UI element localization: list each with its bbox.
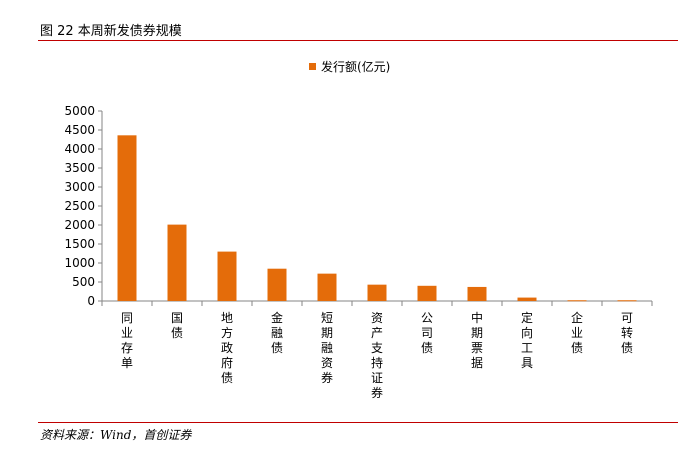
x-tick-label: 短期融资券 [321, 311, 333, 385]
bar [217, 251, 237, 301]
bar [317, 273, 337, 301]
title-rule [38, 40, 678, 41]
x-tick-label: 可转债 [621, 311, 633, 355]
x-tick-label: 地方政府债 [221, 311, 233, 385]
bar [367, 284, 387, 301]
bar [167, 224, 187, 301]
y-tick-label: 5000 [64, 104, 95, 118]
source-note: 资料来源：Wind，首创证券 [40, 428, 192, 442]
y-tick-label: 500 [72, 275, 95, 289]
y-tick-label: 4500 [64, 123, 95, 137]
y-tick-label: 2500 [64, 199, 95, 213]
y-tick-label: 3500 [64, 161, 95, 175]
x-tick-label: 国债 [171, 311, 183, 340]
legend-swatch [309, 63, 316, 70]
x-tick-label: 资产支持证券 [371, 311, 383, 400]
y-tick-label: 4000 [64, 142, 95, 156]
bar [567, 300, 587, 302]
bar [117, 135, 137, 301]
x-tick-label: 公司债 [421, 311, 433, 355]
bar [617, 300, 637, 302]
x-tick-label: 金融债 [271, 310, 283, 355]
x-tick-label: 企业债 [571, 310, 583, 355]
x-tick-label: 定向工具 [521, 310, 533, 370]
bar [467, 286, 487, 301]
y-tick-label: 3000 [64, 180, 95, 194]
x-tick-label: 同业存单 [121, 311, 133, 370]
bar [417, 285, 437, 301]
legend-label: 发行额(亿元) [321, 59, 390, 74]
y-tick-label: 1000 [64, 256, 95, 270]
bar [267, 268, 287, 301]
y-tick-label: 2000 [64, 218, 95, 232]
y-tick-label: 1500 [64, 237, 95, 251]
bar [517, 297, 537, 301]
figure-title: 图 22 本周新发债券规模 [40, 24, 182, 39]
y-tick-label: 0 [87, 294, 95, 308]
x-tick-label: 中期票据 [471, 310, 483, 370]
source-rule [38, 422, 678, 423]
